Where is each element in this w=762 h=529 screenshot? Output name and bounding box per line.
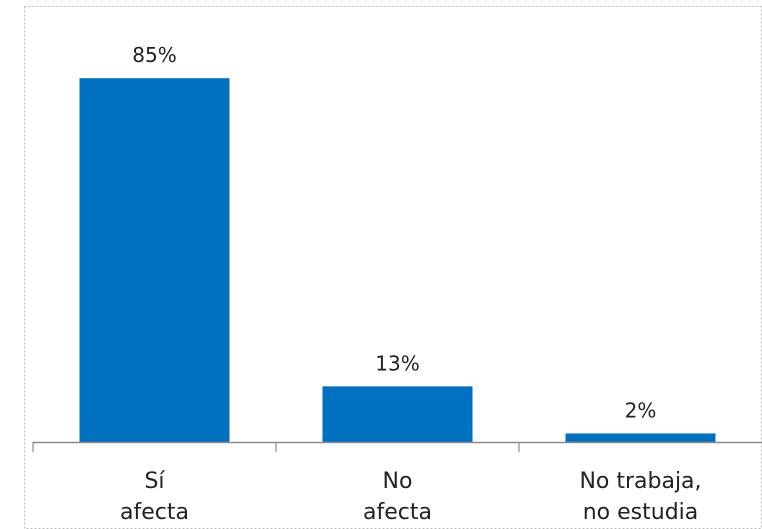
x-axis — [32, 441, 762, 452]
bar-2 — [322, 386, 473, 442]
category-label-3-line-2: no estudia — [583, 500, 699, 525]
category-label-3-line-1: No trabaja, — [579, 469, 701, 494]
bars-layer — [79, 78, 716, 442]
category-label-1-line-1: Sí — [144, 469, 165, 494]
category-label-1-line-2: afecta — [120, 500, 189, 525]
data-label-3: 2% — [625, 398, 657, 422]
category-label-2-line-1: No — [383, 469, 413, 494]
category-label-2-line-2: afecta — [363, 500, 432, 525]
bar-1 — [79, 78, 230, 442]
data-label-2: 13% — [375, 351, 419, 375]
data-label-1: 85% — [132, 43, 176, 67]
labels-layer: 85% Sí afecta 13% No afecta 2% No trabaja, no es… — [120, 43, 702, 525]
bar-3 — [565, 433, 716, 442]
